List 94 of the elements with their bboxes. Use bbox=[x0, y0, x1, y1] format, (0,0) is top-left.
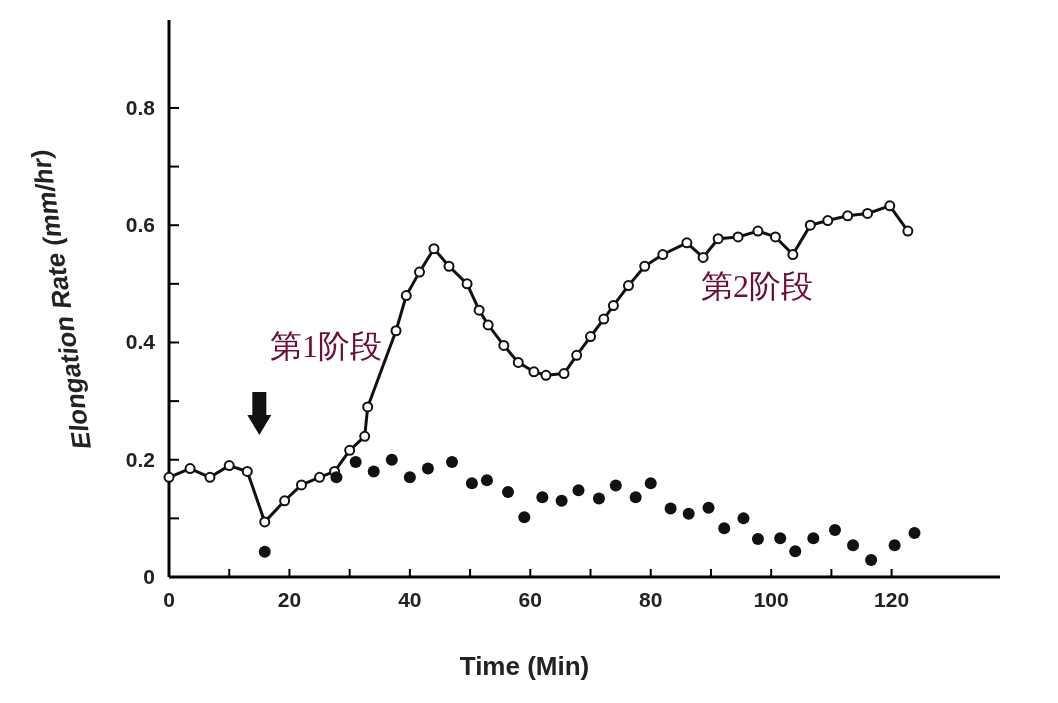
point bbox=[847, 539, 860, 552]
point bbox=[359, 430, 371, 442]
point bbox=[751, 532, 764, 545]
x-tick-label: 100 bbox=[753, 588, 789, 611]
point bbox=[807, 532, 820, 545]
x-tick-label: 20 bbox=[277, 588, 302, 611]
x-tick-label: 0 bbox=[163, 588, 175, 611]
point bbox=[888, 539, 901, 552]
point bbox=[607, 300, 619, 312]
point bbox=[787, 249, 799, 261]
point bbox=[390, 325, 402, 337]
point bbox=[367, 465, 380, 478]
point bbox=[829, 524, 841, 537]
point bbox=[737, 512, 750, 525]
point bbox=[657, 249, 669, 261]
point bbox=[443, 260, 455, 272]
point bbox=[295, 479, 307, 491]
point bbox=[682, 507, 695, 520]
y-tick-label: 0 bbox=[143, 565, 155, 588]
point bbox=[480, 474, 493, 487]
point bbox=[400, 290, 412, 302]
point bbox=[769, 231, 781, 243]
point bbox=[204, 471, 216, 483]
point bbox=[528, 366, 540, 378]
point bbox=[259, 516, 271, 528]
point bbox=[184, 463, 196, 475]
point bbox=[414, 266, 425, 278]
point bbox=[314, 471, 326, 483]
annotation: 第2阶段 bbox=[701, 268, 813, 304]
point bbox=[223, 460, 235, 472]
point bbox=[752, 225, 764, 237]
point bbox=[697, 251, 709, 263]
point bbox=[862, 207, 874, 219]
x-axis-title: Time (Min) bbox=[459, 651, 590, 681]
point bbox=[718, 522, 731, 535]
point bbox=[385, 453, 398, 466]
point bbox=[598, 313, 610, 325]
point bbox=[540, 369, 552, 381]
point bbox=[592, 492, 605, 505]
point bbox=[571, 349, 583, 361]
y-tick-label: 0.6 bbox=[125, 213, 155, 237]
point bbox=[702, 501, 715, 514]
point bbox=[512, 356, 524, 368]
point bbox=[518, 511, 531, 524]
point bbox=[822, 215, 834, 227]
point bbox=[789, 545, 802, 558]
point bbox=[902, 225, 914, 237]
point bbox=[865, 554, 878, 566]
point bbox=[842, 210, 854, 222]
point bbox=[585, 331, 597, 343]
point bbox=[330, 471, 343, 484]
point bbox=[774, 532, 787, 545]
x-tick-label: 40 bbox=[398, 588, 422, 611]
point bbox=[536, 491, 549, 504]
point bbox=[482, 319, 494, 331]
point bbox=[732, 231, 744, 243]
point bbox=[349, 456, 362, 469]
point bbox=[241, 465, 253, 477]
y-tick-label: 0.8 bbox=[125, 95, 156, 119]
point bbox=[622, 280, 634, 292]
x-tick-label: 80 bbox=[639, 588, 663, 611]
annotation: 第1阶段 bbox=[270, 328, 382, 364]
y-tick-label: 0.4 bbox=[125, 330, 156, 354]
point bbox=[664, 502, 677, 515]
point bbox=[421, 462, 434, 475]
point bbox=[465, 477, 478, 490]
point bbox=[344, 444, 356, 456]
y-tick-label: 0.2 bbox=[125, 447, 155, 471]
point bbox=[163, 471, 175, 483]
point bbox=[428, 243, 440, 255]
point bbox=[473, 304, 485, 316]
point bbox=[629, 491, 642, 504]
point bbox=[609, 479, 622, 492]
point bbox=[884, 200, 896, 212]
x-tick-label: 120 bbox=[874, 588, 910, 611]
point bbox=[908, 527, 921, 540]
point bbox=[279, 495, 291, 507]
point bbox=[804, 219, 816, 231]
point bbox=[558, 368, 570, 380]
point bbox=[502, 485, 515, 498]
point bbox=[644, 477, 657, 490]
point bbox=[639, 260, 651, 272]
x-tick-label: 60 bbox=[518, 588, 542, 611]
point bbox=[403, 471, 416, 484]
point bbox=[461, 278, 473, 290]
point bbox=[498, 339, 510, 351]
point bbox=[258, 545, 271, 558]
point bbox=[572, 484, 585, 497]
y-axis-title: Elongation Rate (mm/hr) bbox=[25, 148, 97, 452]
point bbox=[712, 233, 724, 245]
point bbox=[446, 456, 459, 469]
point bbox=[555, 494, 568, 507]
point bbox=[681, 237, 693, 249]
point bbox=[362, 401, 374, 413]
